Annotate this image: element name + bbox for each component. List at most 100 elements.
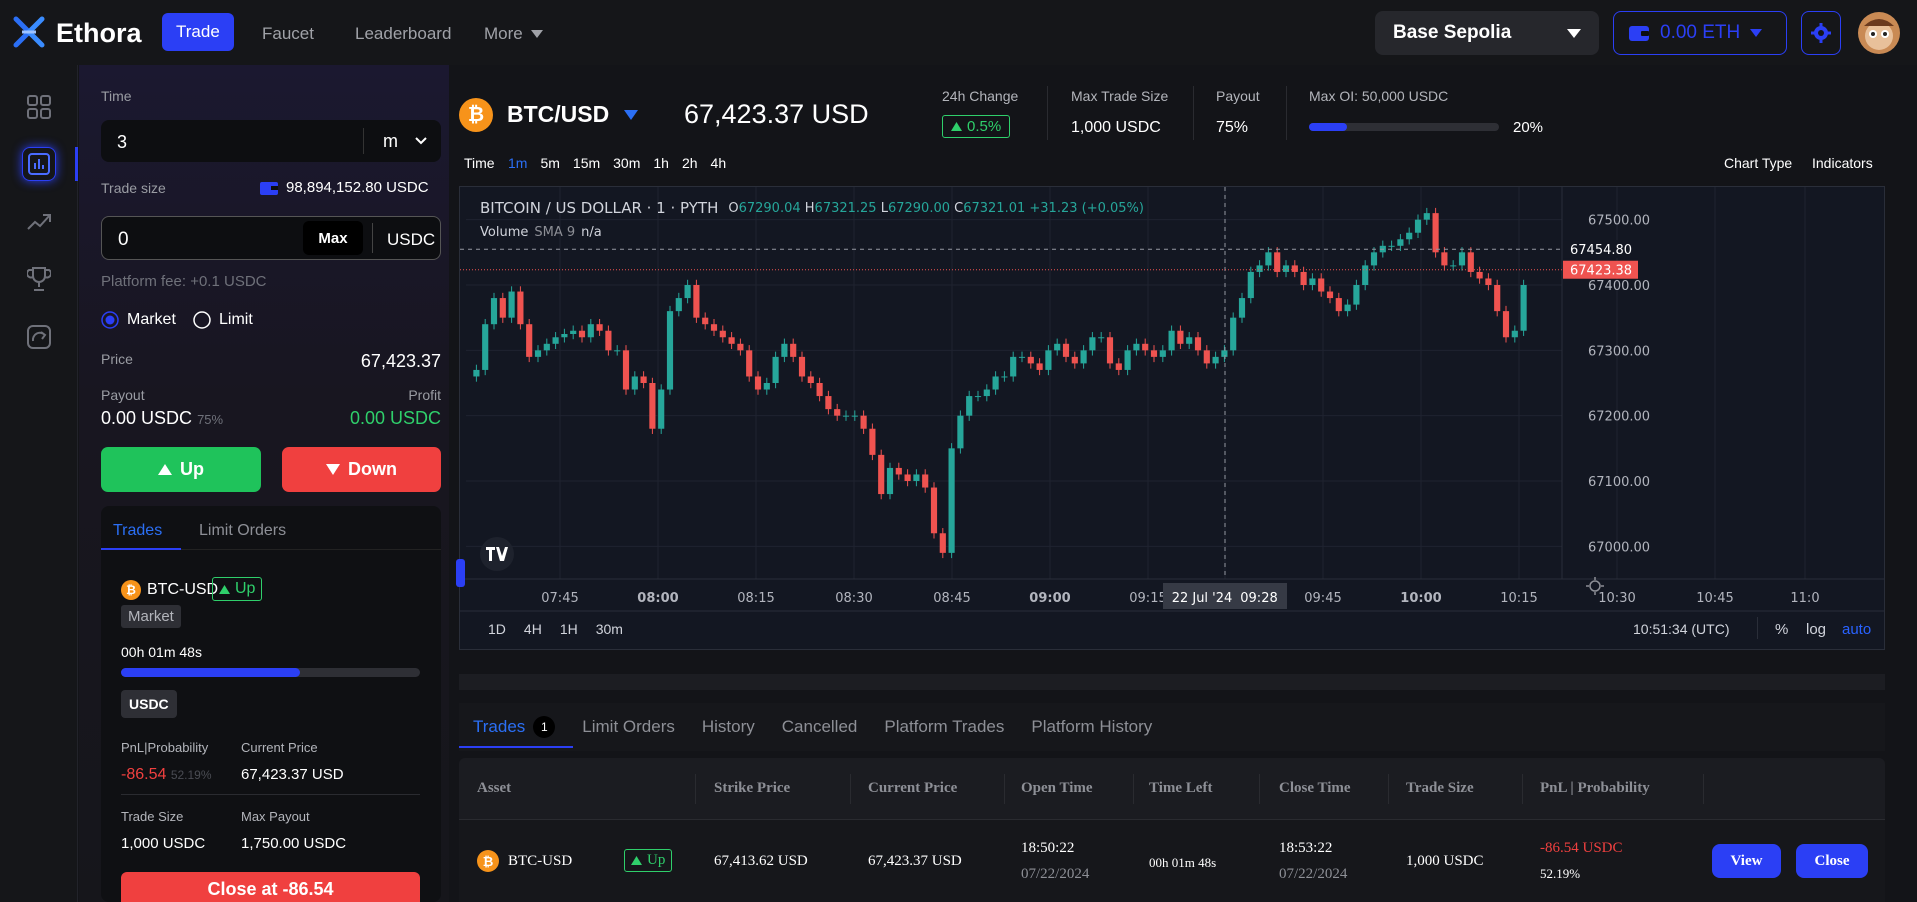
chart-settings-icon[interactable] [1586,577,1604,595]
range-4h[interactable]: 4H [523,621,542,637]
settings-button[interactable] [1801,11,1841,55]
sma-label: SMA 9 [534,225,576,240]
candle-body [1133,343,1140,351]
timeframe-5m[interactable]: 5m [540,155,560,171]
tab-platform-history[interactable]: Platform History [1031,716,1152,738]
candle-body [1212,356,1219,364]
platform-fee: Platform fee: +0.1 USDC [101,273,267,290]
candle-body [1406,232,1413,240]
price-chart[interactable]: 67000.00 67100.00 67200.00 67300.00 67400.00… [456,186,1885,650]
time-input[interactable]: 3 m [101,120,441,162]
x-tick-label: 10:15 [1500,591,1537,606]
th-trade-size: Trade Size [1406,780,1474,796]
candlestick-chart[interactable]: 67000.00 67100.00 67200.00 67300.00 67400.00… [460,187,1884,649]
x-tick-label: 10:30 [1598,591,1635,606]
view-button[interactable]: View [1712,844,1781,878]
candle-body [482,324,489,370]
oi-progress-bar [1309,123,1499,131]
candle-body [790,343,797,357]
tab-history[interactable]: History [702,716,755,738]
candle-body [1458,252,1466,266]
chart-type-button[interactable]: Chart Type [1724,155,1793,171]
candle-body [719,330,726,338]
timeframe-1h[interactable]: 1h [653,155,669,171]
tab-platform-trades[interactable]: Platform Trades [884,716,1004,738]
timeframe-15m[interactable]: 15m [572,155,601,171]
candle-body [1238,298,1246,318]
candle-body [1106,337,1114,364]
drag-handle[interactable] [456,559,465,587]
timeframe-1m[interactable]: 1m [508,155,528,171]
time-label: Time [101,88,132,104]
tab-trades[interactable]: Trades 1 [473,716,556,738]
timeframe-2h[interactable]: 2h [681,155,698,171]
log-toggle[interactable]: log [1806,621,1827,638]
crosshair-time-tag [1163,583,1287,609]
nav-faucet[interactable]: Faucet [262,24,314,43]
percent-toggle[interactable]: % [1775,621,1789,638]
tradingview-logo-icon[interactable] [480,537,514,571]
direction-badge: Up [212,577,263,601]
trade-size-input[interactable]: 0 Max USDC [101,216,441,260]
wallet-button[interactable]: 0.00 ETH [1613,11,1787,55]
trade-chart-icon[interactable] [22,147,56,181]
wallet-balance: 0.00 ETH [1660,22,1741,43]
arrow-up-icon [631,856,642,865]
pair-name[interactable]: BTC/USD [507,101,610,127]
trend-icon[interactable] [22,205,56,239]
timeframe-30m[interactable]: 30m [613,155,641,171]
candle-body [1326,291,1334,299]
limit-radio[interactable]: Limit [193,311,253,329]
c-label: C [954,201,964,216]
row-size: 1,000 USDC [1406,853,1484,869]
nav-more[interactable]: More [484,24,543,44]
x-tick-label: 09:45 [1304,591,1341,606]
oi-progress-fill [1309,123,1347,131]
divider [1757,617,1758,639]
candle-body [1450,265,1457,267]
close-trade-button[interactable]: Close at -86.54 [121,872,420,902]
nav-leaderboard[interactable]: Leaderboard [355,24,452,43]
max-button[interactable]: Max [303,221,363,255]
nav-trade[interactable]: Trade [162,13,234,51]
scroll-strip[interactable] [459,674,1885,690]
tab-limit-orders[interactable]: Limit Orders [199,522,287,539]
market-radio[interactable]: Market [101,311,176,329]
tab-trades[interactable]: Trades [113,522,163,539]
share-icon[interactable] [22,320,56,354]
candle-body [1098,337,1105,339]
avatar[interactable] [1858,12,1900,54]
indicators-button[interactable]: Indicators [1812,155,1873,171]
legend-title: BITCOIN / US DOLLAR · 1 · PYTH [480,199,719,217]
payout-value: 0.00 USDC [101,408,193,428]
down-button[interactable]: Down [282,447,441,492]
trade-size-value: 0 [118,229,129,250]
candle-body [1194,337,1202,351]
chevron-down-icon[interactable] [415,137,427,145]
candle-body [1186,337,1193,344]
tab-cancelled[interactable]: Cancelled [782,716,858,738]
na-value: n/a [581,225,602,240]
time-unit[interactable]: m [383,131,398,151]
candle-body [1441,252,1448,266]
dashboard-icon[interactable] [22,90,56,124]
app-name[interactable]: Ethora [56,18,142,48]
close-button[interactable]: Close [1796,844,1868,878]
range-30m[interactable]: 30m [595,621,623,637]
caret-down-icon[interactable] [624,110,638,120]
chevron-down-icon [530,30,543,38]
trophy-icon[interactable] [22,262,56,296]
range-1h[interactable]: 1H [559,621,578,637]
range-1d[interactable]: 1D [488,621,506,637]
change-label: 24h Change [942,88,1019,104]
arrow-up-icon [158,464,172,475]
timeframe-4h[interactable]: 4h [710,155,727,171]
candle-body [1494,285,1501,312]
ethora-logo-icon[interactable] [12,15,46,49]
nav-more-label: More [484,24,523,43]
up-button[interactable]: Up [101,447,261,492]
auto-toggle[interactable]: auto [1842,621,1872,638]
tab-limit-orders[interactable]: Limit Orders [582,716,675,738]
network-select[interactable]: Base Sepolia [1375,11,1599,55]
candle-body [966,396,973,416]
